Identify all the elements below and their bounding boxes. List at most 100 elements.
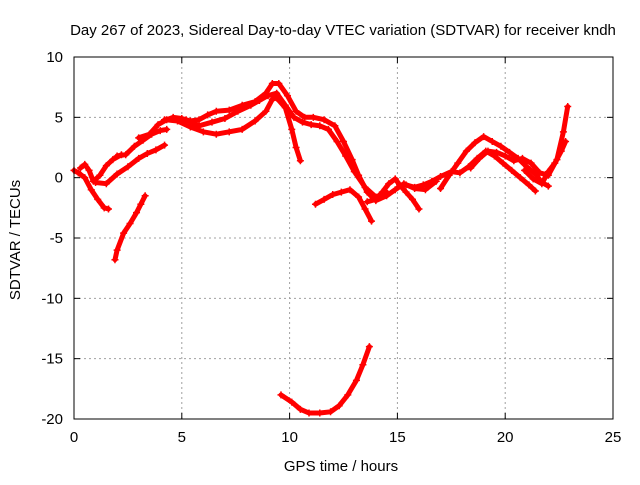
data-point: [247, 101, 255, 109]
data-point: [122, 151, 130, 159]
data-point: [456, 169, 464, 177]
data-point: [81, 174, 89, 182]
data-point: [173, 117, 181, 125]
data-point: [113, 170, 121, 178]
data-point: [76, 164, 84, 172]
data-point: [94, 195, 102, 203]
data-point: [437, 185, 445, 193]
data-point: [428, 177, 436, 185]
data-point: [480, 133, 488, 141]
y-tick-label: -20: [41, 411, 63, 428]
data-point: [195, 122, 203, 130]
data-point: [290, 113, 298, 121]
data-point: [104, 205, 112, 213]
data-point: [126, 220, 134, 228]
data-series-9: [277, 343, 373, 417]
data-point: [421, 186, 429, 194]
data-point: [544, 168, 552, 176]
data-point: [359, 361, 367, 369]
series-line: [438, 134, 551, 191]
data-layer: [70, 80, 572, 417]
data-series-11: [363, 175, 423, 213]
data-point: [344, 391, 352, 399]
data-point: [204, 111, 212, 119]
data-point: [113, 246, 121, 254]
data-series-5: [113, 125, 171, 160]
y-tick-label: 5: [55, 109, 63, 126]
data-point: [559, 128, 567, 136]
data-point: [415, 205, 423, 213]
y-tick-label: -5: [50, 230, 63, 247]
data-point: [316, 122, 324, 130]
data-point: [212, 107, 220, 115]
data-point: [378, 188, 386, 196]
data-point: [402, 181, 410, 189]
data-point: [320, 116, 328, 124]
data-point: [488, 137, 496, 145]
data-point: [391, 186, 399, 194]
data-point: [361, 183, 369, 191]
data-point: [135, 134, 143, 142]
data-point: [564, 102, 572, 110]
tick-layer: 0 5 10 15 20 25 -20 -15 -10 -5 0 5 10: [41, 49, 621, 446]
data-point: [85, 166, 93, 174]
data-point: [316, 409, 324, 417]
data-series-8: [182, 89, 391, 201]
chart-title: Day 267 of 2023, Sidereal Day-to-day VTE…: [70, 22, 616, 39]
data-point: [296, 157, 304, 165]
data-point: [163, 125, 171, 133]
data-point: [562, 137, 570, 145]
data-series-14: [467, 102, 572, 179]
data-series-3: [92, 141, 169, 188]
x-tick-label: 20: [497, 429, 514, 446]
data-point: [234, 107, 242, 115]
data-point: [102, 180, 110, 188]
data-series-10: [311, 186, 376, 225]
data-point: [538, 180, 546, 188]
data-point: [365, 343, 373, 351]
data-point: [212, 130, 220, 138]
data-point: [484, 147, 492, 155]
x-tick-label: 25: [605, 429, 622, 446]
x-tick-label: 5: [178, 429, 186, 446]
data-point: [120, 229, 128, 237]
data-series-15: [521, 137, 570, 188]
data-point: [264, 92, 272, 100]
data-point: [372, 195, 380, 203]
data-point: [462, 147, 470, 155]
data-point: [143, 150, 151, 158]
data-point: [130, 142, 138, 150]
data-point: [262, 107, 270, 115]
data-point: [525, 181, 533, 189]
data-point: [352, 376, 360, 384]
data-point: [102, 162, 110, 170]
data-point: [161, 141, 169, 149]
data-point: [251, 117, 259, 125]
data-point: [283, 92, 291, 100]
y-tick-label: -10: [41, 290, 63, 307]
data-point: [335, 402, 343, 410]
data-point: [156, 127, 164, 135]
data-point: [368, 217, 376, 225]
data-point: [385, 180, 393, 188]
data-point: [396, 181, 404, 189]
data-point: [208, 118, 216, 126]
data-point: [340, 137, 347, 145]
data-point: [292, 107, 300, 115]
data-point: [96, 171, 104, 179]
data-point: [281, 101, 289, 109]
data-point: [277, 391, 285, 399]
data-point: [454, 159, 462, 167]
data-point: [292, 144, 300, 151]
data-point: [527, 159, 535, 167]
data-point: [557, 147, 565, 155]
data-point: [154, 121, 162, 129]
data-point: [445, 171, 453, 179]
data-point: [133, 209, 141, 217]
data-point: [301, 113, 309, 121]
data-point: [391, 175, 399, 183]
data-point: [355, 193, 363, 201]
data-point: [238, 125, 246, 133]
data-point: [225, 128, 233, 136]
data-series-4: [111, 192, 149, 264]
